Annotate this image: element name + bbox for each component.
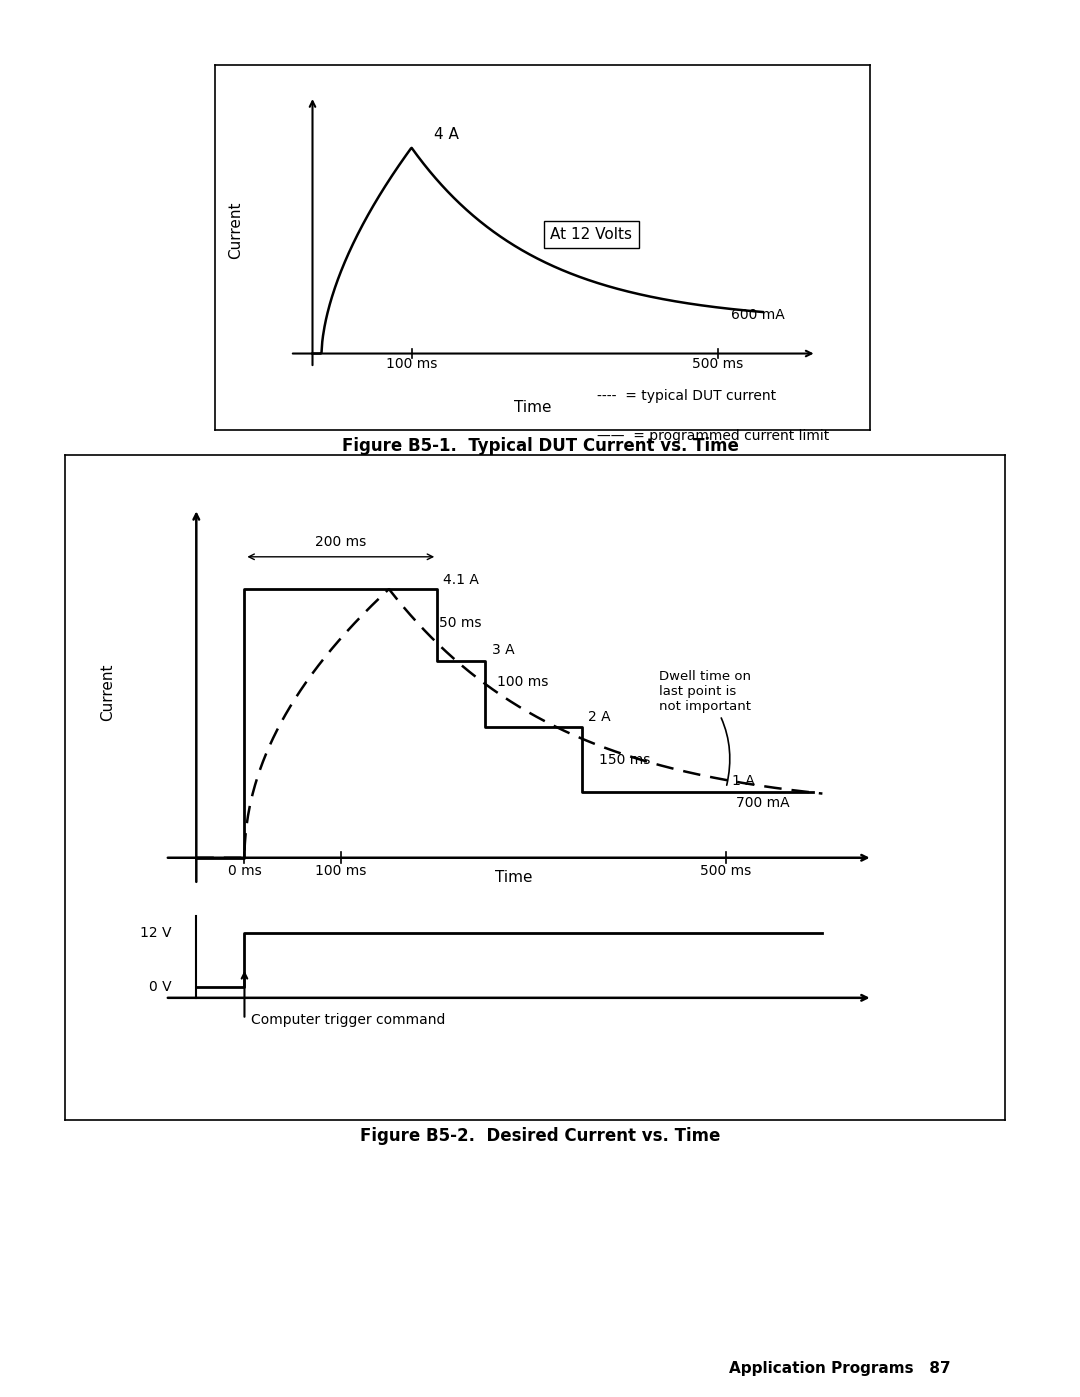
Text: 100 ms: 100 ms xyxy=(315,865,366,879)
Text: Dwell time on
last point is
not important: Dwell time on last point is not importan… xyxy=(659,669,751,785)
Text: Figure B5-1.  Typical DUT Current vs. Time: Figure B5-1. Typical DUT Current vs. Tim… xyxy=(341,437,739,455)
Text: Computer trigger command: Computer trigger command xyxy=(251,1013,445,1027)
Text: Figure B5-2.  Desired Current vs. Time: Figure B5-2. Desired Current vs. Time xyxy=(360,1127,720,1146)
Text: 200 ms: 200 ms xyxy=(315,535,366,549)
Text: 4 A: 4 A xyxy=(434,127,459,142)
Text: Current: Current xyxy=(229,201,243,258)
Text: 0 V: 0 V xyxy=(149,979,172,993)
Text: ——  = programmed current limit: —— = programmed current limit xyxy=(597,429,829,443)
Text: 0 ms: 0 ms xyxy=(228,865,261,879)
Text: 12 V: 12 V xyxy=(139,926,172,940)
Text: At 12 Volts: At 12 Volts xyxy=(551,226,633,242)
Text: 700 mA: 700 mA xyxy=(735,796,789,810)
Text: 500 ms: 500 ms xyxy=(701,865,752,879)
Text: 1 A: 1 A xyxy=(732,774,755,788)
Text: 150 ms: 150 ms xyxy=(599,753,650,767)
Text: 3 A: 3 A xyxy=(491,643,514,657)
Text: ----  = typical DUT current: ---- = typical DUT current xyxy=(597,390,777,404)
Text: Time: Time xyxy=(514,400,552,415)
Text: Current: Current xyxy=(100,664,114,721)
Text: 4.1 A: 4.1 A xyxy=(444,573,480,587)
Text: 600 mA: 600 mA xyxy=(731,307,785,321)
Text: 50 ms: 50 ms xyxy=(440,616,482,630)
Text: 500 ms: 500 ms xyxy=(692,358,743,372)
Text: 100 ms: 100 ms xyxy=(497,675,549,689)
Text: 100 ms: 100 ms xyxy=(386,358,437,372)
Text: Application Programs   87: Application Programs 87 xyxy=(729,1361,950,1376)
Text: 2 A: 2 A xyxy=(588,710,610,724)
Text: Time: Time xyxy=(496,870,532,884)
